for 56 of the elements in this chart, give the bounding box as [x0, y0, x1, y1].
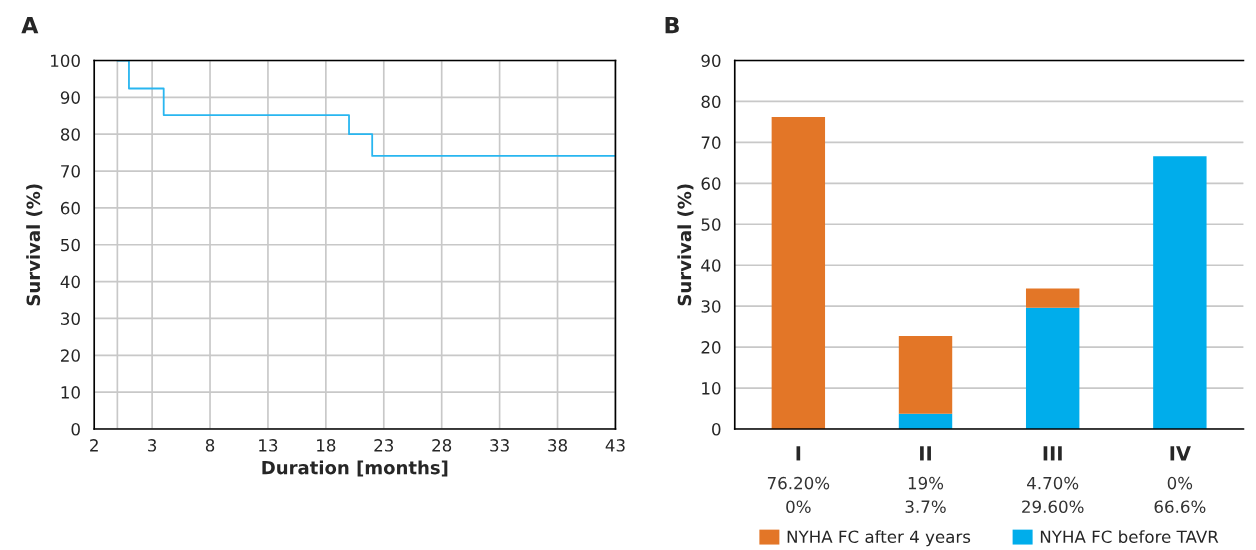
- x-tick-label: I: [796, 446, 801, 461]
- chart-title: A: [21, 16, 39, 34]
- y-tick-label: 0: [712, 422, 721, 436]
- y-axis-title: Survival (%): [26, 184, 43, 306]
- x-tick-label: 8: [205, 439, 215, 452]
- x-tick-label: 33: [490, 439, 509, 452]
- y-tick-label: 50: [701, 218, 721, 231]
- bar: [1025, 307, 1080, 429]
- bar: [1025, 288, 1080, 308]
- legend-label: NYHA FC before TAVR: [1040, 530, 1219, 544]
- chart-title: B: [665, 16, 679, 34]
- y-tick-label: 40: [701, 259, 721, 272]
- data-label: 0%: [786, 500, 811, 513]
- y-tick-label: 100: [51, 54, 80, 68]
- data-label: 0%: [1167, 476, 1193, 490]
- y-tick-label: 40: [60, 275, 80, 289]
- x-tick-label: 3: [148, 439, 157, 452]
- y-tick-label: 90: [701, 54, 721, 68]
- data-label: 66.6%: [1154, 500, 1206, 513]
- x-tick-label: 2: [90, 439, 98, 452]
- y-axis-title: Survival (%): [677, 184, 694, 306]
- y-tick-label: 0: [71, 422, 80, 436]
- bar: [898, 336, 953, 414]
- bar: [1153, 156, 1207, 429]
- x-tick-label: 38: [548, 439, 567, 452]
- bar: [898, 413, 953, 429]
- x-tick-label: III: [1043, 446, 1062, 461]
- data-label: 3.7%: [905, 500, 946, 513]
- y-tick-label: 10: [702, 382, 721, 395]
- x-tick-label: IV: [1170, 446, 1191, 461]
- y-tick-label: 50: [61, 238, 80, 252]
- x-tick-label: 18: [317, 439, 336, 452]
- x-tick-label: 23: [374, 439, 394, 452]
- x-tick-label: 28: [432, 439, 452, 452]
- y-tick-label: 70: [61, 165, 80, 178]
- x-tick-label: 43: [605, 439, 625, 452]
- y-tick-label: 10: [61, 386, 80, 399]
- legend-label: NYHA FC after 4 years: [787, 530, 971, 547]
- y-tick-label: 60: [701, 177, 721, 190]
- data-label: 19%: [908, 476, 944, 490]
- data-label: 4.70%: [1027, 476, 1079, 490]
- y-tick-label: 20: [61, 349, 80, 362]
- x-axis-title: Duration [months]: [262, 460, 448, 477]
- x-tick-label: II: [920, 446, 931, 461]
- y-tick-label: 20: [701, 341, 721, 354]
- bar: [771, 117, 826, 429]
- y-tick-label: 30: [61, 312, 80, 326]
- y-tick-label: 60: [60, 201, 80, 215]
- y-tick-label: 80: [701, 95, 721, 109]
- x-tick-label: 13: [259, 439, 278, 452]
- data-label: 76.20%: [767, 476, 830, 490]
- y-tick-label: 70: [701, 136, 721, 149]
- y-tick-label: 30: [701, 300, 721, 313]
- y-tick-label: 80: [60, 128, 80, 141]
- y-tick-label: 90: [60, 91, 80, 104]
- data-label: 29.60%: [1022, 500, 1084, 513]
